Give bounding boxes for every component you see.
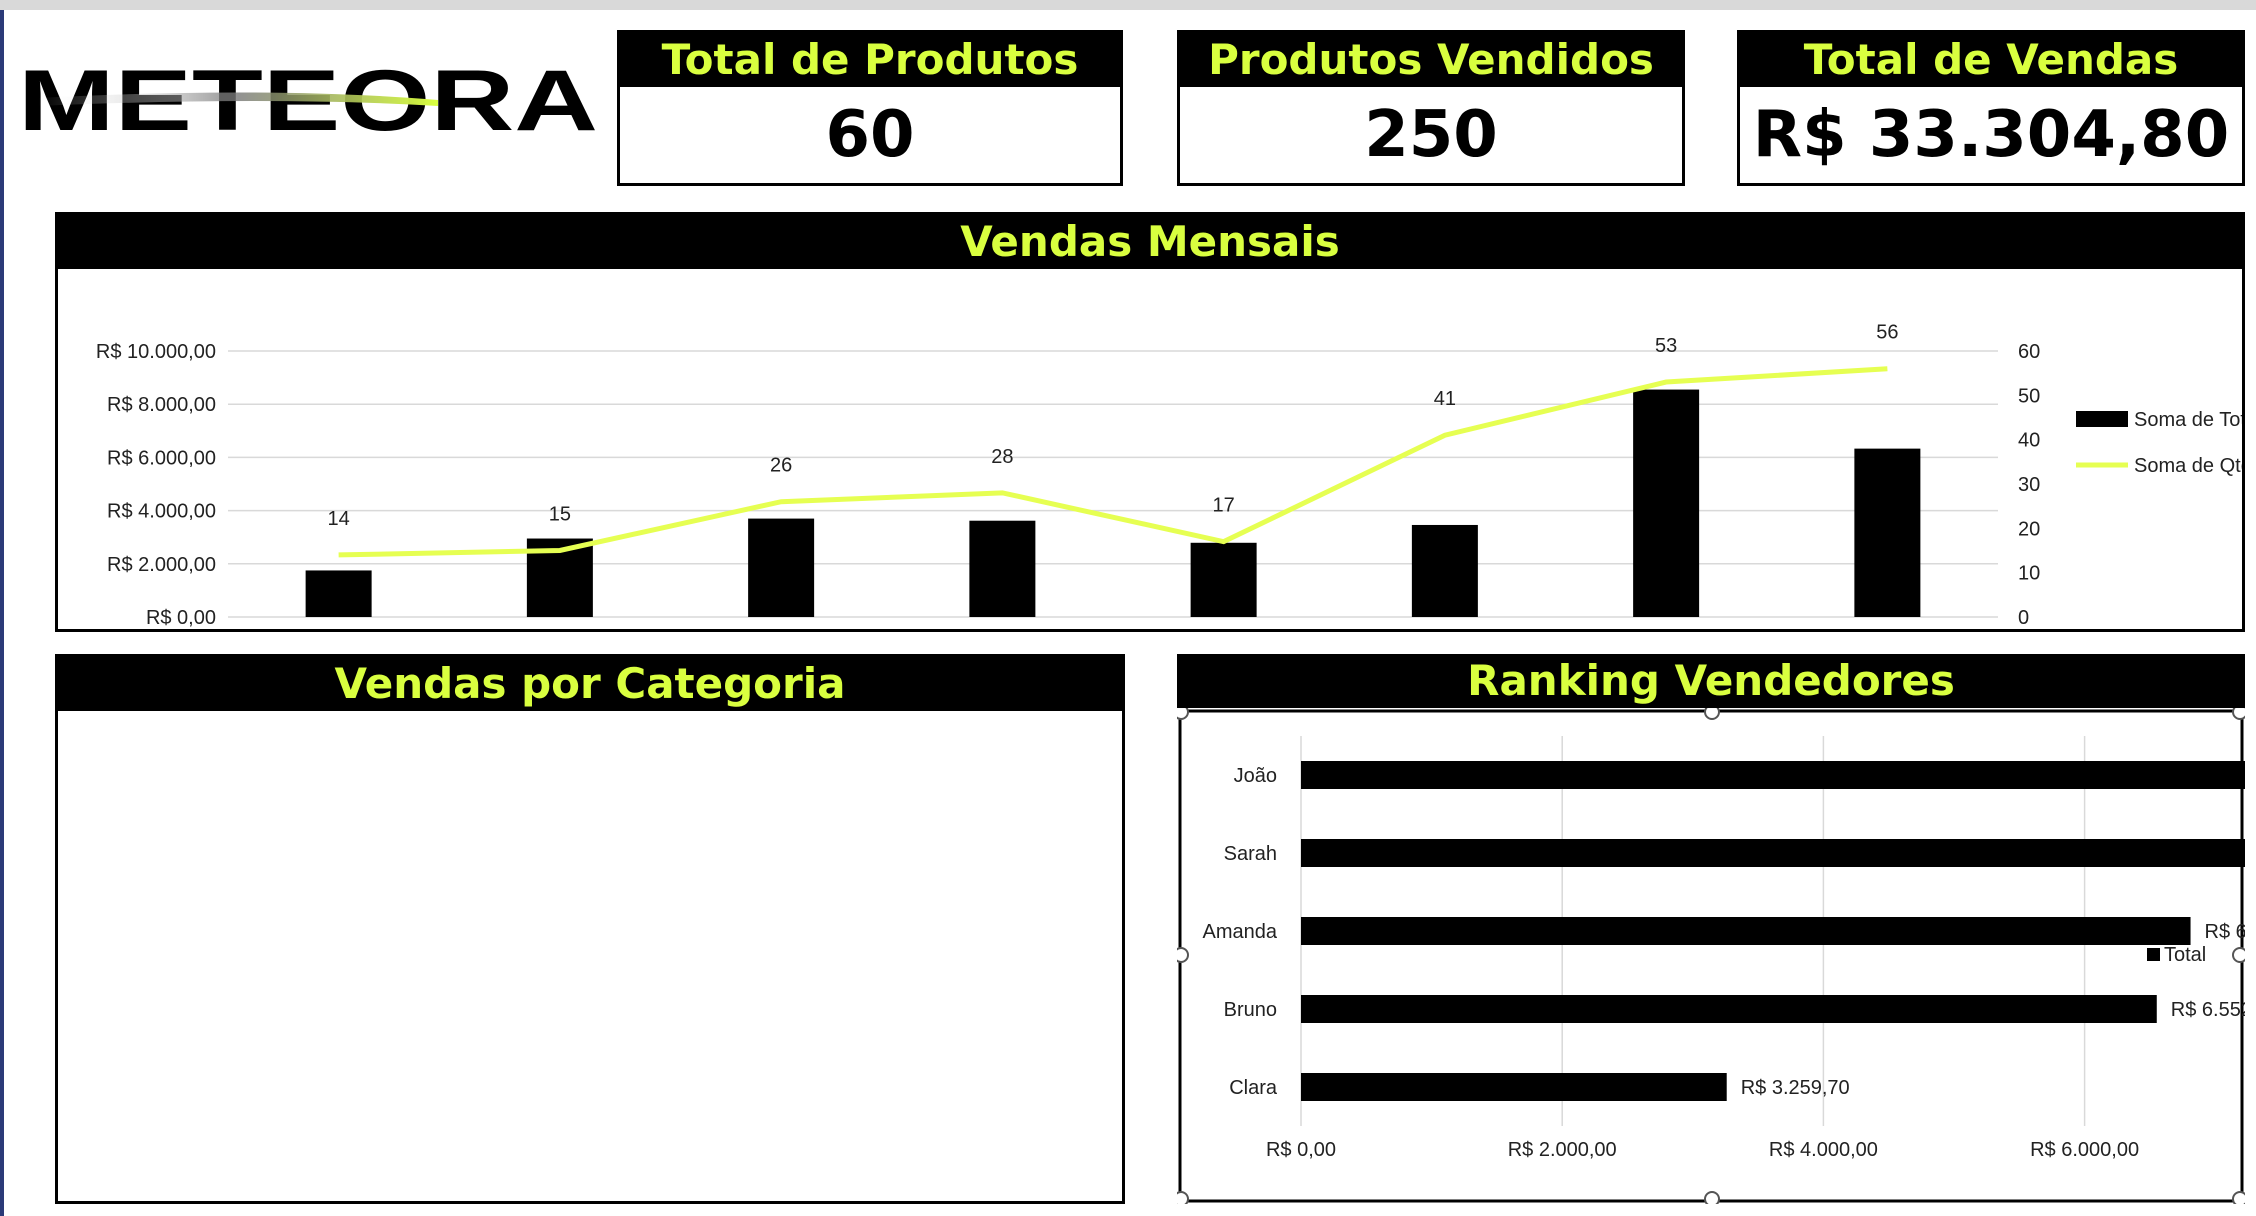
bar (1301, 761, 2245, 789)
y2-tick-label: 20 (2018, 518, 2040, 540)
y2-tick-label: 30 (2018, 474, 2040, 496)
x-tick-label: R$ 6.000,00 (2030, 1139, 2139, 1161)
y-tick-label: R$ 2.000,00 (107, 554, 216, 576)
category-sales-panel[interactable]: Vendas por Categoria (55, 654, 1125, 1204)
y2-tick-label: 10 (2018, 563, 2040, 585)
data-label: R$ 3.259,70 (1741, 1077, 1850, 1099)
resize-handle[interactable] (1177, 947, 1189, 963)
monthly-sales-panel[interactable]: Vendas Mensais R$ 0,00 R$ 2.000,00 R$ 4.00… (55, 212, 2256, 656)
bar (1190, 542, 1257, 617)
legend-label: Total (2164, 944, 2206, 966)
data-label: R$ 6.552,60 (2171, 999, 2245, 1021)
y-tick-label: R$ 4.000,00 (107, 501, 216, 523)
resize-handle[interactable] (2232, 1191, 2245, 1204)
kpi-label: Total de Produtos (620, 33, 1120, 87)
data-label: 53 (1655, 335, 1677, 357)
y-tick-label: Amanda (1203, 921, 1278, 943)
data-label: 41 (1434, 388, 1456, 410)
resize-handle[interactable] (2232, 708, 2245, 720)
window-edge (0, 10, 4, 1216)
ranking-chart[interactable]: R$ 0,00 R$ 2.000,00 R$ 4.000,00 R$ 6.000,00… (1177, 708, 2245, 1204)
data-label: R$ 6.811,20 (2205, 921, 2245, 943)
kpi-label: Produtos Vendidos (1180, 33, 1682, 87)
panel-title: Vendas Mensais (58, 215, 2242, 269)
y-tick-label: João (1234, 765, 1277, 787)
legend-swatch-bar (2147, 948, 2160, 961)
legend-label: Soma de Qtd (2134, 455, 2242, 477)
y2-tick-label: 0 (2018, 607, 2029, 629)
panel-title: Vendas por Categoria (58, 657, 1122, 711)
bar (1854, 448, 1921, 617)
monthly-sales-chart[interactable]: R$ 0,00 R$ 2.000,00 R$ 4.000,00 R$ 6.000,00… (58, 269, 2256, 656)
category-chart-area (58, 711, 1122, 1201)
data-label: 56 (1876, 322, 1898, 344)
y-tick-label: R$ 10.000,00 (96, 341, 216, 363)
kpi-value: R$ 33.304,80 (1752, 98, 2230, 172)
x-tick-label: R$ 4.000,00 (1769, 1139, 1878, 1161)
bar (1411, 524, 1478, 617)
kpi-total-produtos: Total de Produtos 60 (617, 30, 1123, 186)
y2-tick-label: 40 (2018, 430, 2040, 452)
top-band (0, 0, 2256, 10)
resize-handle[interactable] (1704, 1191, 1720, 1204)
bar (748, 518, 815, 617)
logo-swoosh (38, 92, 438, 106)
data-label: 26 (770, 455, 792, 477)
y-tick-label: Clara (1229, 1077, 1278, 1099)
bar (1301, 917, 2191, 945)
kpi-label: Total de Vendas (1740, 33, 2242, 87)
legend-swatch-bar (2076, 411, 2128, 427)
resize-handle[interactable] (1177, 1191, 1189, 1204)
data-label: 17 (1213, 495, 1235, 517)
y-tick-label: R$ 0,00 (146, 607, 216, 629)
resize-handle[interactable] (1177, 708, 1189, 720)
legend-label: Soma de Total (2134, 409, 2242, 431)
y-tick-label: Bruno (1224, 999, 1277, 1021)
y-tick-label: Sarah (1224, 843, 1277, 865)
bar (969, 520, 1036, 617)
bar (1301, 995, 2157, 1023)
kpi-value: 250 (1364, 98, 1498, 172)
resize-handle[interactable] (2232, 947, 2245, 963)
data-label: 15 (549, 504, 571, 526)
resize-handle[interactable] (1704, 708, 1720, 720)
x-tick-label: R$ 2.000,00 (1508, 1139, 1617, 1161)
bar (1301, 1073, 1727, 1101)
y2-tick-label: 60 (2018, 341, 2040, 363)
panel-title: Ranking Vendedores (1177, 654, 2245, 708)
line-series (338, 366, 1888, 558)
data-label: 28 (991, 446, 1013, 468)
ranking-panel[interactable]: Ranking Vendedores R$ 0,00 R$ 2.000,00 R$ … (1177, 654, 2245, 1204)
data-label: 14 (328, 508, 350, 530)
bar (1633, 389, 1700, 617)
y2-tick-label: 50 (2018, 385, 2040, 407)
meteora-logo: METEORA (18, 53, 610, 149)
x-tick-label: R$ 0,00 (1266, 1139, 1336, 1161)
kpi-value: 60 (825, 98, 915, 172)
kpi-produtos-vendidos: Produtos Vendidos 250 (1177, 30, 1685, 186)
kpi-total-vendas: Total de Vendas R$ 33.304,80 (1737, 30, 2245, 186)
y-tick-label: R$ 6.000,00 (107, 447, 216, 469)
bar (305, 570, 372, 617)
y-tick-label: R$ 8.000,00 (107, 394, 216, 416)
bar (1301, 839, 2245, 867)
